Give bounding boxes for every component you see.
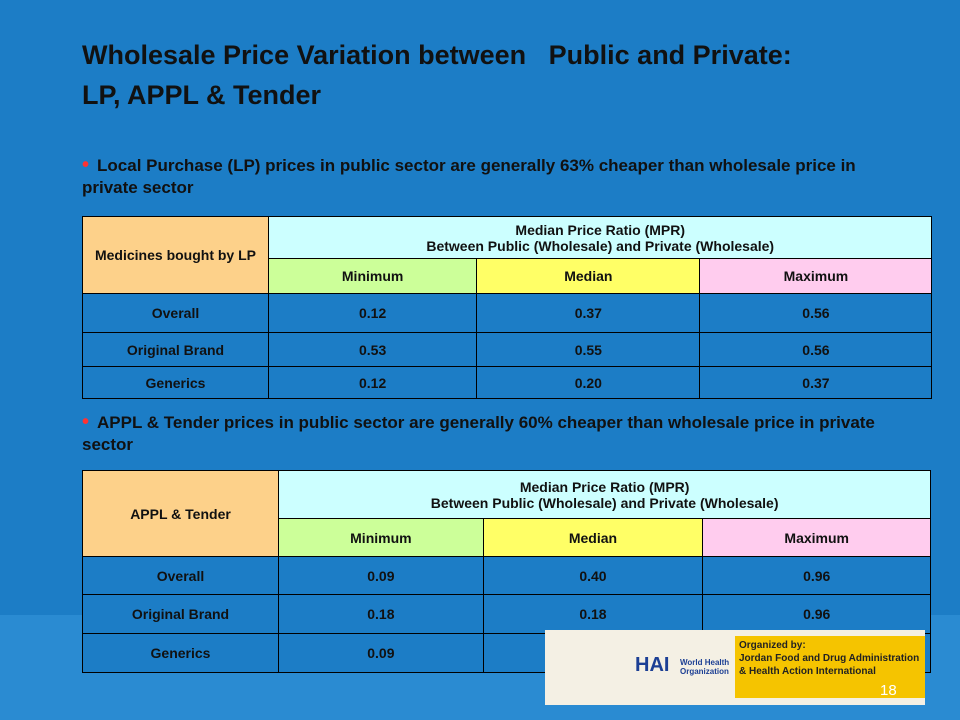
cell: 0.56 [699, 293, 933, 333]
cell: 0.37 [699, 366, 933, 399]
bullet: • Local Purchase (LP) prices in public se… [82, 154, 856, 197]
cell: Generics [82, 633, 279, 673]
group-header-line: Between Public (Wholesale) and Private (… [426, 237, 775, 254]
bullet-text: Local Purchase (LP) prices in public sec… [82, 156, 856, 197]
cell: 0.37 [476, 293, 701, 333]
data-row: Generics 0.12 0.20 0.37 [82, 366, 933, 399]
group-header: Median Price Ratio (MPR) Between Public (… [277, 470, 932, 519]
logo-text: World Health Organization [680, 658, 730, 676]
header-row: Minimum Median Maximum [83, 518, 932, 557]
header-row: Medicines bought by LP Median Price Ratio… [82, 216, 933, 294]
cell: 0.55 [476, 332, 701, 367]
cell: 0.20 [476, 366, 701, 399]
cell: 0.96 [702, 594, 932, 634]
data-row: Overall 0.12 0.37 0.56 [82, 293, 933, 333]
organizer-text: Jordan Food and Drug Administration [739, 653, 920, 664]
group-header-line: Between Public (Wholesale) and Private (… [430, 494, 779, 511]
group-header-line: Median Price Ratio (MPR) [515, 221, 686, 238]
data-row: Original Brand 0.18 0.18 0.96 [82, 594, 932, 634]
column-header: Maximum [699, 258, 933, 294]
header-row: Minimum Median Maximum [83, 258, 933, 294]
data-row: Original Brand 0.53 0.55 0.56 [82, 332, 933, 367]
cell: Generics [82, 366, 269, 399]
group-header-line: Median Price Ratio (MPR) [519, 478, 690, 495]
logo-text: HAI [635, 654, 670, 676]
cell: 0.40 [482, 556, 704, 595]
column-header: Maximum [702, 518, 932, 557]
cell: 0.12 [267, 293, 478, 333]
cell: Overall [82, 556, 279, 595]
title: Wholesale Price Variation between Public… [82, 40, 792, 70]
cell: Original Brand [82, 332, 269, 367]
cell: 0.18 [278, 594, 484, 634]
cell: Original Brand [82, 594, 279, 634]
group-header: Median Price Ratio (MPR) Between Public (… [267, 216, 933, 259]
column-header: Minimum [278, 518, 484, 557]
cell: 0.96 [702, 556, 932, 595]
organizer-box: Organized by: Jordan Food and Drug Admin… [735, 636, 925, 698]
logos: HAI World Health Organization Organized … [545, 630, 925, 705]
page-number: 18 [880, 682, 897, 699]
bullet-text: APPL & Tender prices in public sector ar… [82, 413, 875, 454]
cell: 0.09 [278, 633, 484, 673]
cell: 0.12 [267, 366, 478, 399]
cell: 0.18 [482, 594, 704, 634]
corner-cell: Medicines bought by LP [82, 216, 269, 294]
cell: 0.56 [699, 332, 933, 367]
column-header: Minimum [267, 258, 478, 294]
cell: 0.09 [278, 556, 484, 595]
column-header: Median [482, 518, 704, 557]
cell: 0.53 [267, 332, 478, 367]
organizer-text: Organized by: [739, 640, 806, 651]
title: LP, APPL & Tender [82, 80, 322, 110]
table: Medicines bought by LP Median Price Ratio… [82, 216, 933, 399]
organizer-text: & Health Action International [739, 666, 876, 677]
column-header: Median [476, 258, 701, 294]
data-row: Overall 0.09 0.40 0.96 [82, 556, 932, 595]
corner-cell: APPL & Tender [82, 470, 279, 557]
bullet: • APPL & Tender prices in public sector a… [82, 411, 875, 454]
header-row: APPL & Tender Median Price Ratio (MPR) Bet… [82, 470, 932, 557]
cell: Overall [82, 293, 269, 333]
